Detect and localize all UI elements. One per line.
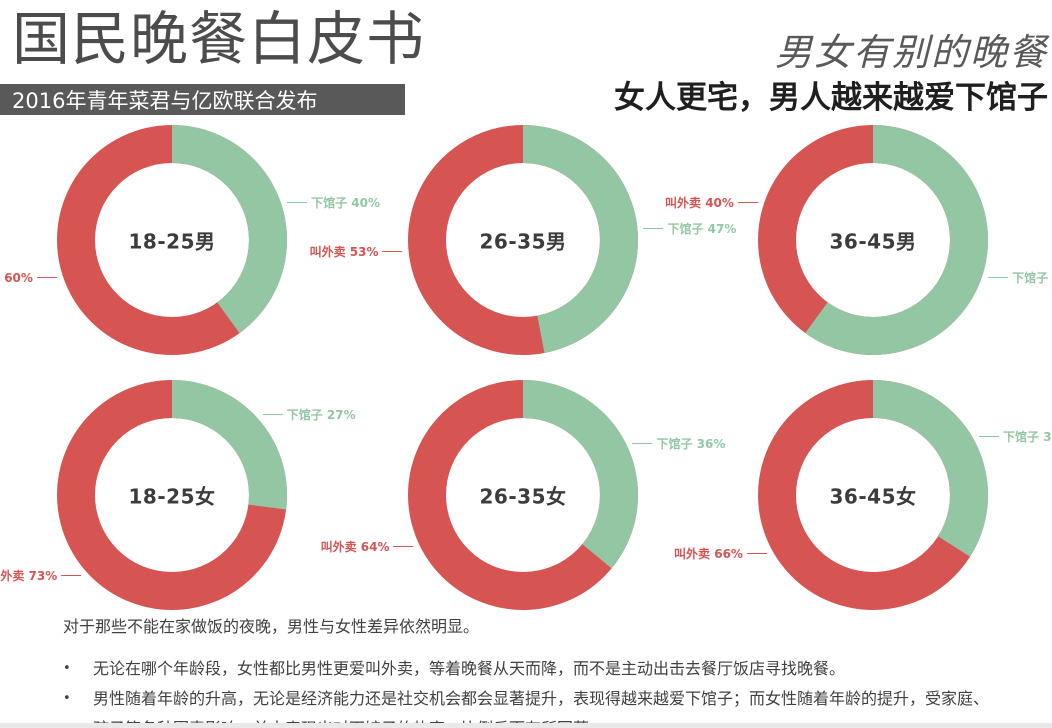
slice-label-eat-out: 下馆子 40% — [287, 195, 380, 211]
donut-svg — [758, 380, 988, 610]
donut-chart-18-25男: 18-25男 下馆子 40% 叫外卖 60% — [0, 122, 380, 360]
donut-svg — [57, 125, 287, 355]
donut-slice-eat-out — [408, 125, 638, 355]
donut-slice-eat-out — [758, 380, 988, 610]
publisher-banner-text: 2016年青年菜君与亿欧联合发布 — [12, 88, 318, 113]
donut-slice-eat-out — [758, 125, 988, 355]
leader-line — [36, 276, 57, 278]
slice-label-takeout: 叫外卖 64% — [321, 539, 414, 555]
leader-line — [737, 202, 758, 204]
slice-label-text: 下馆子 27% — [286, 408, 356, 423]
donut-chart-26-35男: 26-35男 下馆子 47% 叫外卖 53% — [310, 122, 736, 360]
slice-label-eat-out: 下馆子 34% — [979, 429, 1052, 445]
donut-svg — [408, 125, 638, 355]
slice-label-takeout: 叫外卖 40% — [665, 195, 758, 211]
donut-chart-18-25女: 18-25女 下馆子 27% 叫外卖 73% — [0, 377, 356, 615]
slice-label-takeout: 叫外卖 73% — [0, 567, 82, 583]
slice-label-text: 下馆子 47% — [667, 222, 737, 237]
slice-label-takeout: 叫外卖 60% — [0, 269, 57, 285]
slice-label-eat-out: 下馆子 36% — [632, 435, 725, 451]
donut-svg — [57, 380, 287, 610]
footnote-bullet: • 无论在哪个年龄段，女性都比男性更爱叫外卖，等着晚餐从天而降，而不是主动出击去餐… — [63, 654, 1013, 684]
slice-label-eat-out: 下馆子 60% — [988, 269, 1052, 285]
slice-label-text: 下馆子 60% — [1012, 270, 1052, 285]
page-title: 国民晚餐白皮书 — [12, 7, 426, 72]
slice-label-text: 下馆子 34% — [1003, 430, 1052, 445]
footnotes: 对于那些不能在家做饭的夜晚，男性与女性差异依然明显。 • 无论在哪个年龄段，女性都… — [63, 612, 1013, 728]
leader-line — [643, 228, 664, 230]
slice-label-text: 下馆子 36% — [656, 436, 726, 451]
slice-label-takeout: 叫外卖 66% — [674, 545, 767, 561]
bottom-cutoff-strip — [0, 723, 1052, 728]
leader-line — [287, 202, 308, 204]
leader-line — [382, 250, 403, 252]
leader-line — [746, 552, 767, 554]
slice-label-eat-out: 下馆子 47% — [643, 221, 736, 237]
bullet-text: 无论在哪个年龄段，女性都比男性更爱叫外卖，等着晚餐从天而降，而不是主动出击去餐厅… — [93, 659, 846, 678]
chart-center-label: 36-45女 — [829, 484, 917, 509]
leader-line — [988, 276, 1009, 278]
leader-line — [979, 436, 1000, 438]
slice-label-text: 叫外卖 40% — [665, 196, 734, 211]
slice-label-eat-out: 下馆子 27% — [262, 407, 356, 423]
bullet-icon: • — [63, 691, 71, 706]
donut-chart-26-35女: 26-35女 下馆子 36% 叫外卖 64% — [321, 377, 725, 615]
donut-svg — [408, 380, 638, 610]
chart-center-label: 36-45男 — [829, 229, 917, 254]
section-subtitle-italic: 男女有别的晚餐 — [775, 33, 1048, 74]
donut-slice-eat-out — [57, 125, 287, 355]
footnote-bullets: • 无论在哪个年龄段，女性都比男性更爱叫外卖，等着晚餐从天而降，而不是主动出击去餐… — [63, 654, 1013, 728]
slice-label-text: 叫外卖 60% — [0, 270, 33, 285]
leader-line — [262, 414, 283, 416]
bullet-icon: • — [63, 661, 71, 676]
chart-center-label: 18-25男 — [128, 229, 216, 254]
slice-label-text: 叫外卖 73% — [0, 568, 58, 583]
leader-line — [632, 442, 653, 444]
slice-label-text: 叫外卖 64% — [320, 540, 390, 555]
footnote-intro: 对于那些不能在家做饭的夜晚，男性与女性差异依然明显。 — [63, 617, 480, 636]
leader-line — [61, 574, 82, 576]
chart-center-label: 26-35女 — [479, 484, 567, 509]
slice-label-text: 下馆子 40% — [311, 196, 380, 211]
section-subtitle-bold: 女人更宅，男人越来越爱下馆子 — [614, 80, 1048, 115]
chart-center-label: 26-35男 — [479, 229, 567, 254]
bullet-text: 男性随着年龄的升高，无论是经济能力还是社交机会都会显著提升，表现得越来越爱下馆子… — [93, 689, 990, 728]
slice-label-takeout: 叫外卖 53% — [310, 243, 403, 259]
donut-slice-eat-out — [408, 380, 638, 610]
footnote-bullet: • 男性随着年龄的升高，无论是经济能力还是社交机会都会显著提升，表现得越来越爱下馆… — [63, 684, 1013, 728]
publisher-banner: 2016年青年菜君与亿欧联合发布 — [0, 84, 405, 115]
chart-center-label: 18-25女 — [128, 484, 216, 509]
donut-chart-36-45女: 36-45女 下馆子 34% 叫外卖 66% — [674, 377, 1052, 615]
donut-slice-eat-out — [57, 380, 287, 610]
slice-label-text: 叫外卖 53% — [309, 244, 379, 259]
donut-svg — [758, 125, 988, 355]
leader-line — [393, 546, 414, 548]
slice-label-text: 叫外卖 66% — [674, 546, 743, 561]
